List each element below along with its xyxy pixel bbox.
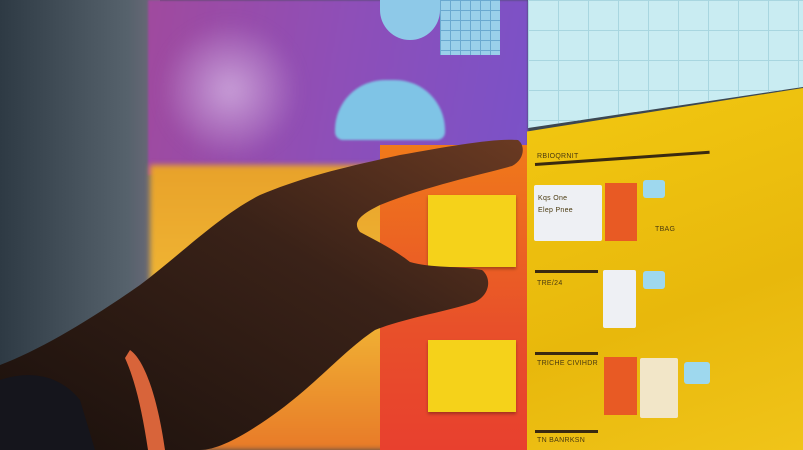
row-label: TRICHE CIVIHDR	[537, 360, 598, 367]
flag-icon[interactable]	[643, 271, 665, 289]
row-value: TBAG	[655, 226, 676, 233]
hand	[0, 139, 523, 450]
mini-grid-widget	[440, 0, 500, 55]
card-line: Elep Pnee	[538, 207, 574, 214]
blurred-widget	[160, 20, 300, 160]
sleeve	[0, 375, 95, 450]
orange-card[interactable]	[605, 183, 637, 241]
white-card[interactable]	[640, 358, 678, 418]
sticky-note[interactable]	[428, 195, 516, 267]
divider	[535, 430, 598, 433]
row-label: TRE/24	[537, 280, 563, 287]
section-title: RBIOQRNIT	[537, 153, 579, 160]
card-line: Kqs One	[538, 195, 568, 202]
row-label: TN BANRKSN	[537, 437, 586, 444]
grid-panel	[528, 0, 803, 128]
flag-icon[interactable]	[643, 180, 665, 198]
white-card[interactable]	[603, 270, 636, 328]
divider	[535, 352, 598, 355]
sticky-note[interactable]	[428, 340, 516, 412]
wristband	[125, 350, 165, 450]
orange-card[interactable]	[604, 357, 637, 415]
divider	[535, 270, 598, 273]
info-card[interactable]: Kqs One Elep Pnee	[534, 185, 602, 241]
flag-icon[interactable]	[684, 362, 710, 384]
